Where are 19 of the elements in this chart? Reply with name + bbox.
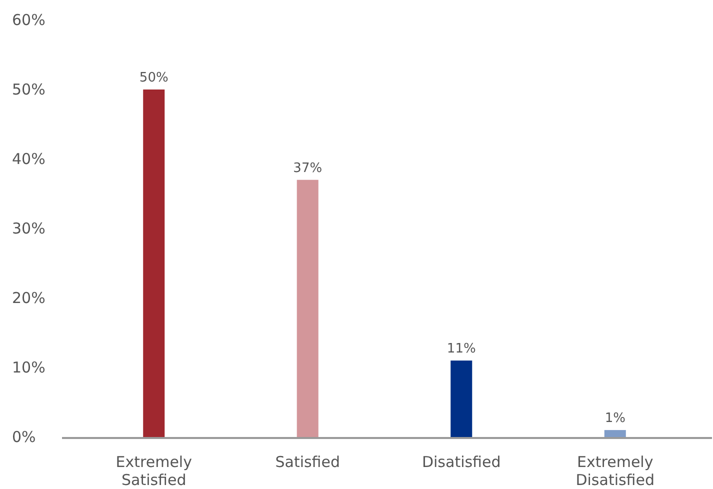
y-tick-label: 20%: [12, 288, 46, 307]
data-label: 1%: [604, 411, 626, 426]
y-tick-label: 60%: [12, 10, 46, 29]
y-tick-label: 0%: [12, 428, 36, 446]
data-label: 11%: [446, 342, 476, 357]
data-label: 37%: [293, 160, 322, 176]
data-label: 50%: [139, 70, 168, 86]
bar: [604, 430, 626, 437]
y-tick-label: 10%: [12, 358, 46, 376]
y-tick-label: 40%: [12, 150, 46, 168]
y-tick-label: 50%: [12, 80, 46, 98]
x-tick-label: Disatisfied: [422, 453, 501, 471]
y-tick-label: 30%: [12, 219, 46, 238]
x-tick-label: Satisfied: [275, 453, 340, 471]
bar: [296, 180, 318, 437]
bar: [450, 360, 472, 437]
x-tick-label: Extremely Satisfied: [116, 453, 192, 489]
bar: [143, 90, 165, 437]
x-tick-label: Extremely Disatisfied: [576, 453, 655, 489]
